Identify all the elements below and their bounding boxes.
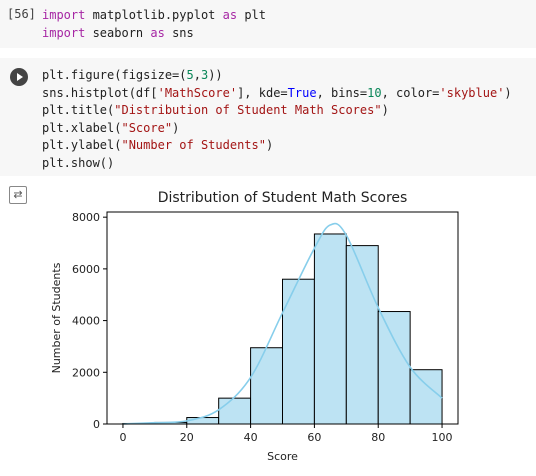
code-line: plt.ylabel("Number of Students") <box>42 137 512 155</box>
code-token: 'skyblue' <box>439 85 505 100</box>
code-token: import <box>42 8 86 22</box>
code-token: matplotlib.pyplot <box>85 8 223 22</box>
code-token: as <box>222 8 238 22</box>
histogram-bar <box>345 245 379 425</box>
code-token: plt.show() <box>42 155 115 170</box>
code-token: 3 <box>200 68 209 82</box>
code-token: , color= <box>381 85 440 100</box>
x-tick-label: 20 <box>180 431 194 444</box>
code-token: import <box>42 25 86 40</box>
code-token: plt.ylabel( <box>42 138 122 152</box>
code-line: plt.show() <box>42 155 512 173</box>
histogram-bar <box>218 397 252 425</box>
x-tick-label: 100 <box>432 431 453 444</box>
code-token: "Number of Students" <box>121 138 266 152</box>
code-token: ) <box>172 120 180 135</box>
x-tick-label: 40 <box>244 431 258 444</box>
code-token: ) <box>265 138 274 152</box>
histogram-bar <box>186 417 220 425</box>
x-tick-label: 80 <box>371 431 385 444</box>
histogram-chart: Distribution of Student Math Scores 0 2000… <box>50 190 459 463</box>
code-token: sns.histplot(df[ <box>42 85 158 100</box>
code-line: import seaborn as sns <box>42 25 266 43</box>
code-token: ) <box>381 103 389 117</box>
histogram-bar <box>282 278 315 425</box>
code-token: ) <box>504 85 512 100</box>
run-cell-button[interactable] <box>10 68 28 86</box>
code-token: sns <box>164 25 194 40</box>
code-token: as <box>150 25 165 40</box>
y-tick-label: 0 <box>93 418 100 431</box>
code-line: plt.xlabel("Score") <box>42 120 512 138</box>
x-tick-label: 60 <box>307 431 321 444</box>
output-toggle-icon[interactable]: ⇄ <box>9 186 27 204</box>
plot-code-cell[interactable]: plt.figure(figsize=(5,3)) sns.histplot(df… <box>0 58 536 176</box>
code-token: "Score" <box>121 120 173 135</box>
code-token: True <box>287 85 317 100</box>
code-token: "Distribution of Student Math Scores" <box>114 103 382 117</box>
code-token: 10 <box>367 85 382 100</box>
y-tick-label: 6000 <box>72 263 100 276</box>
code-line: plt.title("Distribution of Student Math … <box>42 102 512 120</box>
code-token: )) <box>208 68 223 82</box>
code-token: plt.xlabel( <box>42 120 122 135</box>
import-code[interactable]: import matplotlib.pyplot as plt import se… <box>42 7 266 42</box>
chart-title: Distribution of Student Math Scores <box>158 190 408 206</box>
y-tick-label: 2000 <box>72 366 100 379</box>
code-token: , <box>193 68 201 82</box>
code-token: 'MathScore' <box>157 85 238 100</box>
code-token: plt.title( <box>42 103 115 117</box>
histogram-bar <box>377 311 411 425</box>
code-line: sns.histplot(df['MathScore'], kde=True, … <box>42 85 512 103</box>
y-tick-label: 4000 <box>72 315 100 328</box>
code-token: , bins= <box>316 85 368 100</box>
kde-curve <box>122 222 443 425</box>
code-line: plt.figure(figsize=(5,3)) <box>42 67 512 85</box>
histogram-bar <box>250 347 284 425</box>
code-token: ], kde= <box>237 85 288 100</box>
y-tick-label: 8000 <box>72 211 100 224</box>
code-line: import matplotlib.pyplot as plt <box>42 7 266 25</box>
plot-code[interactable]: plt.figure(figsize=(5,3)) sns.histplot(df… <box>42 67 512 172</box>
import-code-cell[interactable]: [56] import matplotlib.pyplot as plt impo… <box>0 0 536 48</box>
execution-count: [56] <box>7 7 36 21</box>
code-token: plt.figure(figsize=( <box>42 68 187 82</box>
y-axis-label: Number of Students <box>50 262 63 373</box>
histogram-bar <box>409 369 443 425</box>
x-axis-label: Score <box>267 450 298 463</box>
plot-frame <box>106 211 459 425</box>
code-token: 5 <box>186 68 194 82</box>
code-token: plt <box>237 8 266 22</box>
x-tick-label: 0 <box>119 431 126 444</box>
histogram-bar <box>313 233 347 425</box>
code-token: seaborn <box>85 25 151 40</box>
